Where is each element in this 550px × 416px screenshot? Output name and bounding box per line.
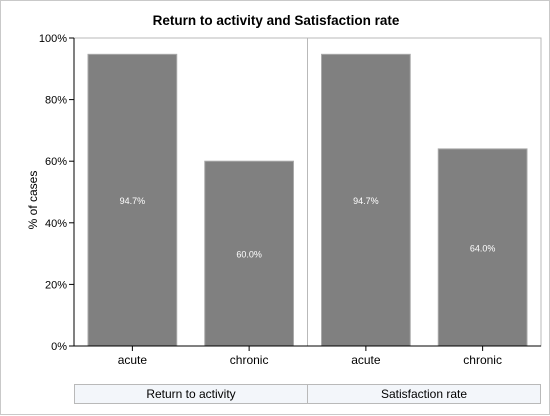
group-label-bar: Return to activity Satisfaction rate (74, 384, 541, 404)
group-label-return-to-activity: Return to activity (146, 387, 236, 401)
bar-data-label: 94.7% (353, 196, 379, 206)
y-tick-label: 0% (51, 341, 67, 353)
chart-title: Return to activity and Satisfaction rate (152, 13, 400, 28)
bar-data-label: 60.0% (236, 250, 262, 260)
bar-data-label: 64.0% (470, 243, 496, 253)
bar (204, 160, 294, 347)
y-tick-label: 60% (45, 156, 67, 168)
bar-data-label: 94.7% (120, 196, 146, 206)
y-tick-label: 100% (39, 33, 67, 45)
bar (87, 53, 178, 347)
group-label-satisfaction-rate: Satisfaction rate (307, 385, 540, 403)
x-tick-label: acute (118, 353, 148, 367)
bar (437, 148, 528, 347)
y-tick-label: 40% (45, 218, 67, 230)
x-tick-label: acute (351, 353, 381, 367)
x-tick-label: chronic (230, 353, 269, 367)
y-tick-label: 20% (45, 279, 67, 291)
bar (321, 53, 411, 347)
y-tick-label: 80% (45, 95, 67, 107)
x-tick-label: chronic (463, 353, 502, 367)
